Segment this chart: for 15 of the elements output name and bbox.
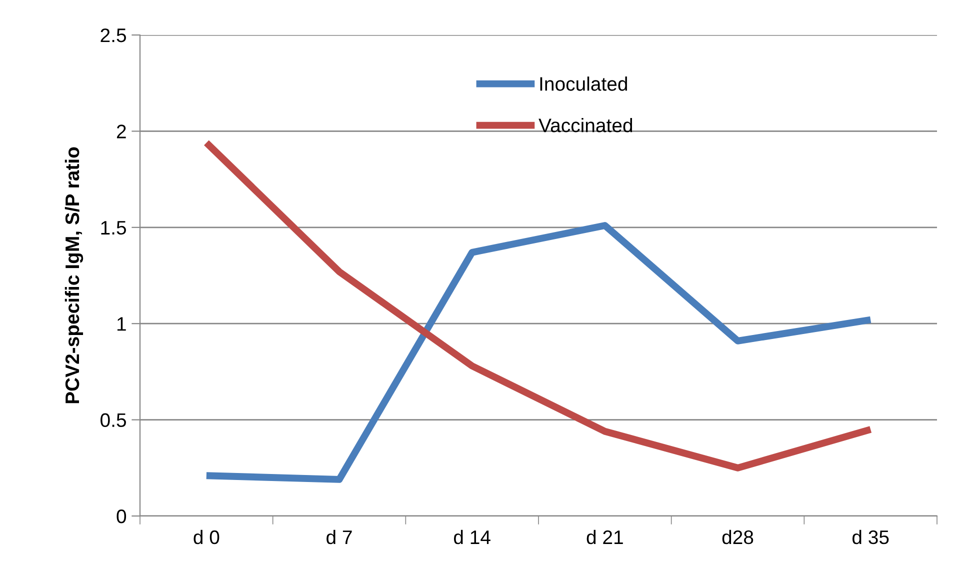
legend-label: Inoculated — [540, 76, 627, 91]
x-tick-label: d 35 — [852, 530, 889, 544]
legend-label: Vaccinated — [538, 118, 632, 132]
y-axis-title: PCV2-specific IgM, S/P ratio — [64, 147, 84, 404]
x-tick-label: d 14 — [454, 530, 490, 544]
x-tick-label: d 21 — [586, 530, 623, 544]
y-tick-label: 1.5 — [101, 221, 126, 235]
y-tick-label: 0.5 — [100, 413, 126, 428]
y-tick-label: 2.5 — [100, 28, 126, 42]
y-tick-label: 0 — [116, 509, 126, 524]
y-tick-label: 2 — [116, 124, 126, 138]
x-tick-label: d 7 — [326, 530, 352, 544]
x-tick-label: d28 — [722, 530, 754, 544]
x-tick-label: d 0 — [194, 530, 220, 544]
y-tick-label: 1 — [117, 317, 126, 331]
